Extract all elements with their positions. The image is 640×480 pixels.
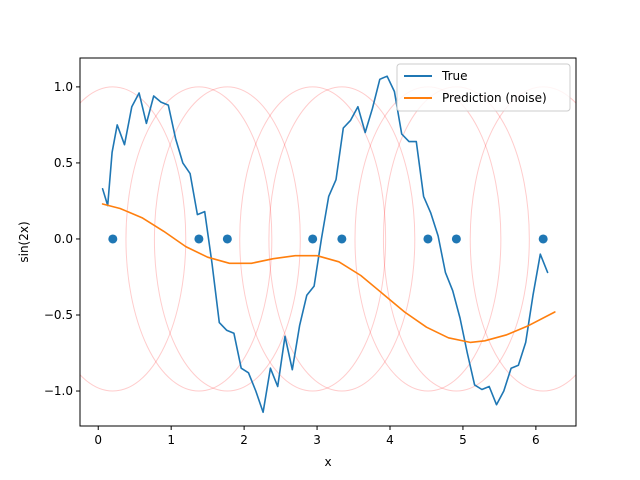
x-tick-label: 5 xyxy=(459,433,467,447)
legend: True Prediction (noise) xyxy=(396,63,571,112)
y-tick-label: −0.5 xyxy=(44,308,73,322)
legend-label-prediction: Prediction (noise) xyxy=(442,91,547,105)
x-tick-label: 2 xyxy=(240,433,248,447)
lines-layer xyxy=(101,75,556,414)
plot-frame xyxy=(79,57,577,427)
y-axis-ticks: −1.0 −0.5 0.0 0.5 1.0 xyxy=(44,80,80,398)
y-tick-label: −1.0 xyxy=(44,384,73,398)
points-layer xyxy=(108,234,548,244)
y-tick-label: 0.5 xyxy=(54,156,73,170)
y-axis-label: sin(2x) xyxy=(17,221,31,262)
scatter-point xyxy=(423,234,433,244)
x-axis-label: x xyxy=(324,455,331,469)
scatter-point xyxy=(538,234,548,244)
scatter-point xyxy=(337,234,347,244)
scatter-point xyxy=(108,234,118,244)
kernel-circle xyxy=(268,86,416,392)
y-tick-label: 0.0 xyxy=(54,232,73,246)
x-tick-label: 1 xyxy=(167,433,175,447)
kernel-circle xyxy=(153,86,301,392)
y-tick-label: 1.0 xyxy=(54,80,73,94)
x-tick-label: 6 xyxy=(532,433,540,447)
scatter-point xyxy=(222,234,232,244)
scatter-point xyxy=(194,234,204,244)
kernel-circle xyxy=(239,86,387,392)
kernel-circle xyxy=(80,86,187,392)
kernel-circle xyxy=(125,86,273,392)
legend-box xyxy=(396,63,571,112)
x-tick-label: 0 xyxy=(94,433,102,447)
scatter-point xyxy=(308,234,318,244)
series-line-true xyxy=(101,75,549,414)
series-line-prediction xyxy=(101,203,556,344)
legend-label-true: True xyxy=(441,69,468,83)
x-tick-label: 3 xyxy=(313,433,321,447)
scatter-point xyxy=(451,234,461,244)
x-tick-label: 4 xyxy=(386,433,394,447)
x-axis-ticks: 0 1 2 3 4 5 6 xyxy=(94,426,540,447)
